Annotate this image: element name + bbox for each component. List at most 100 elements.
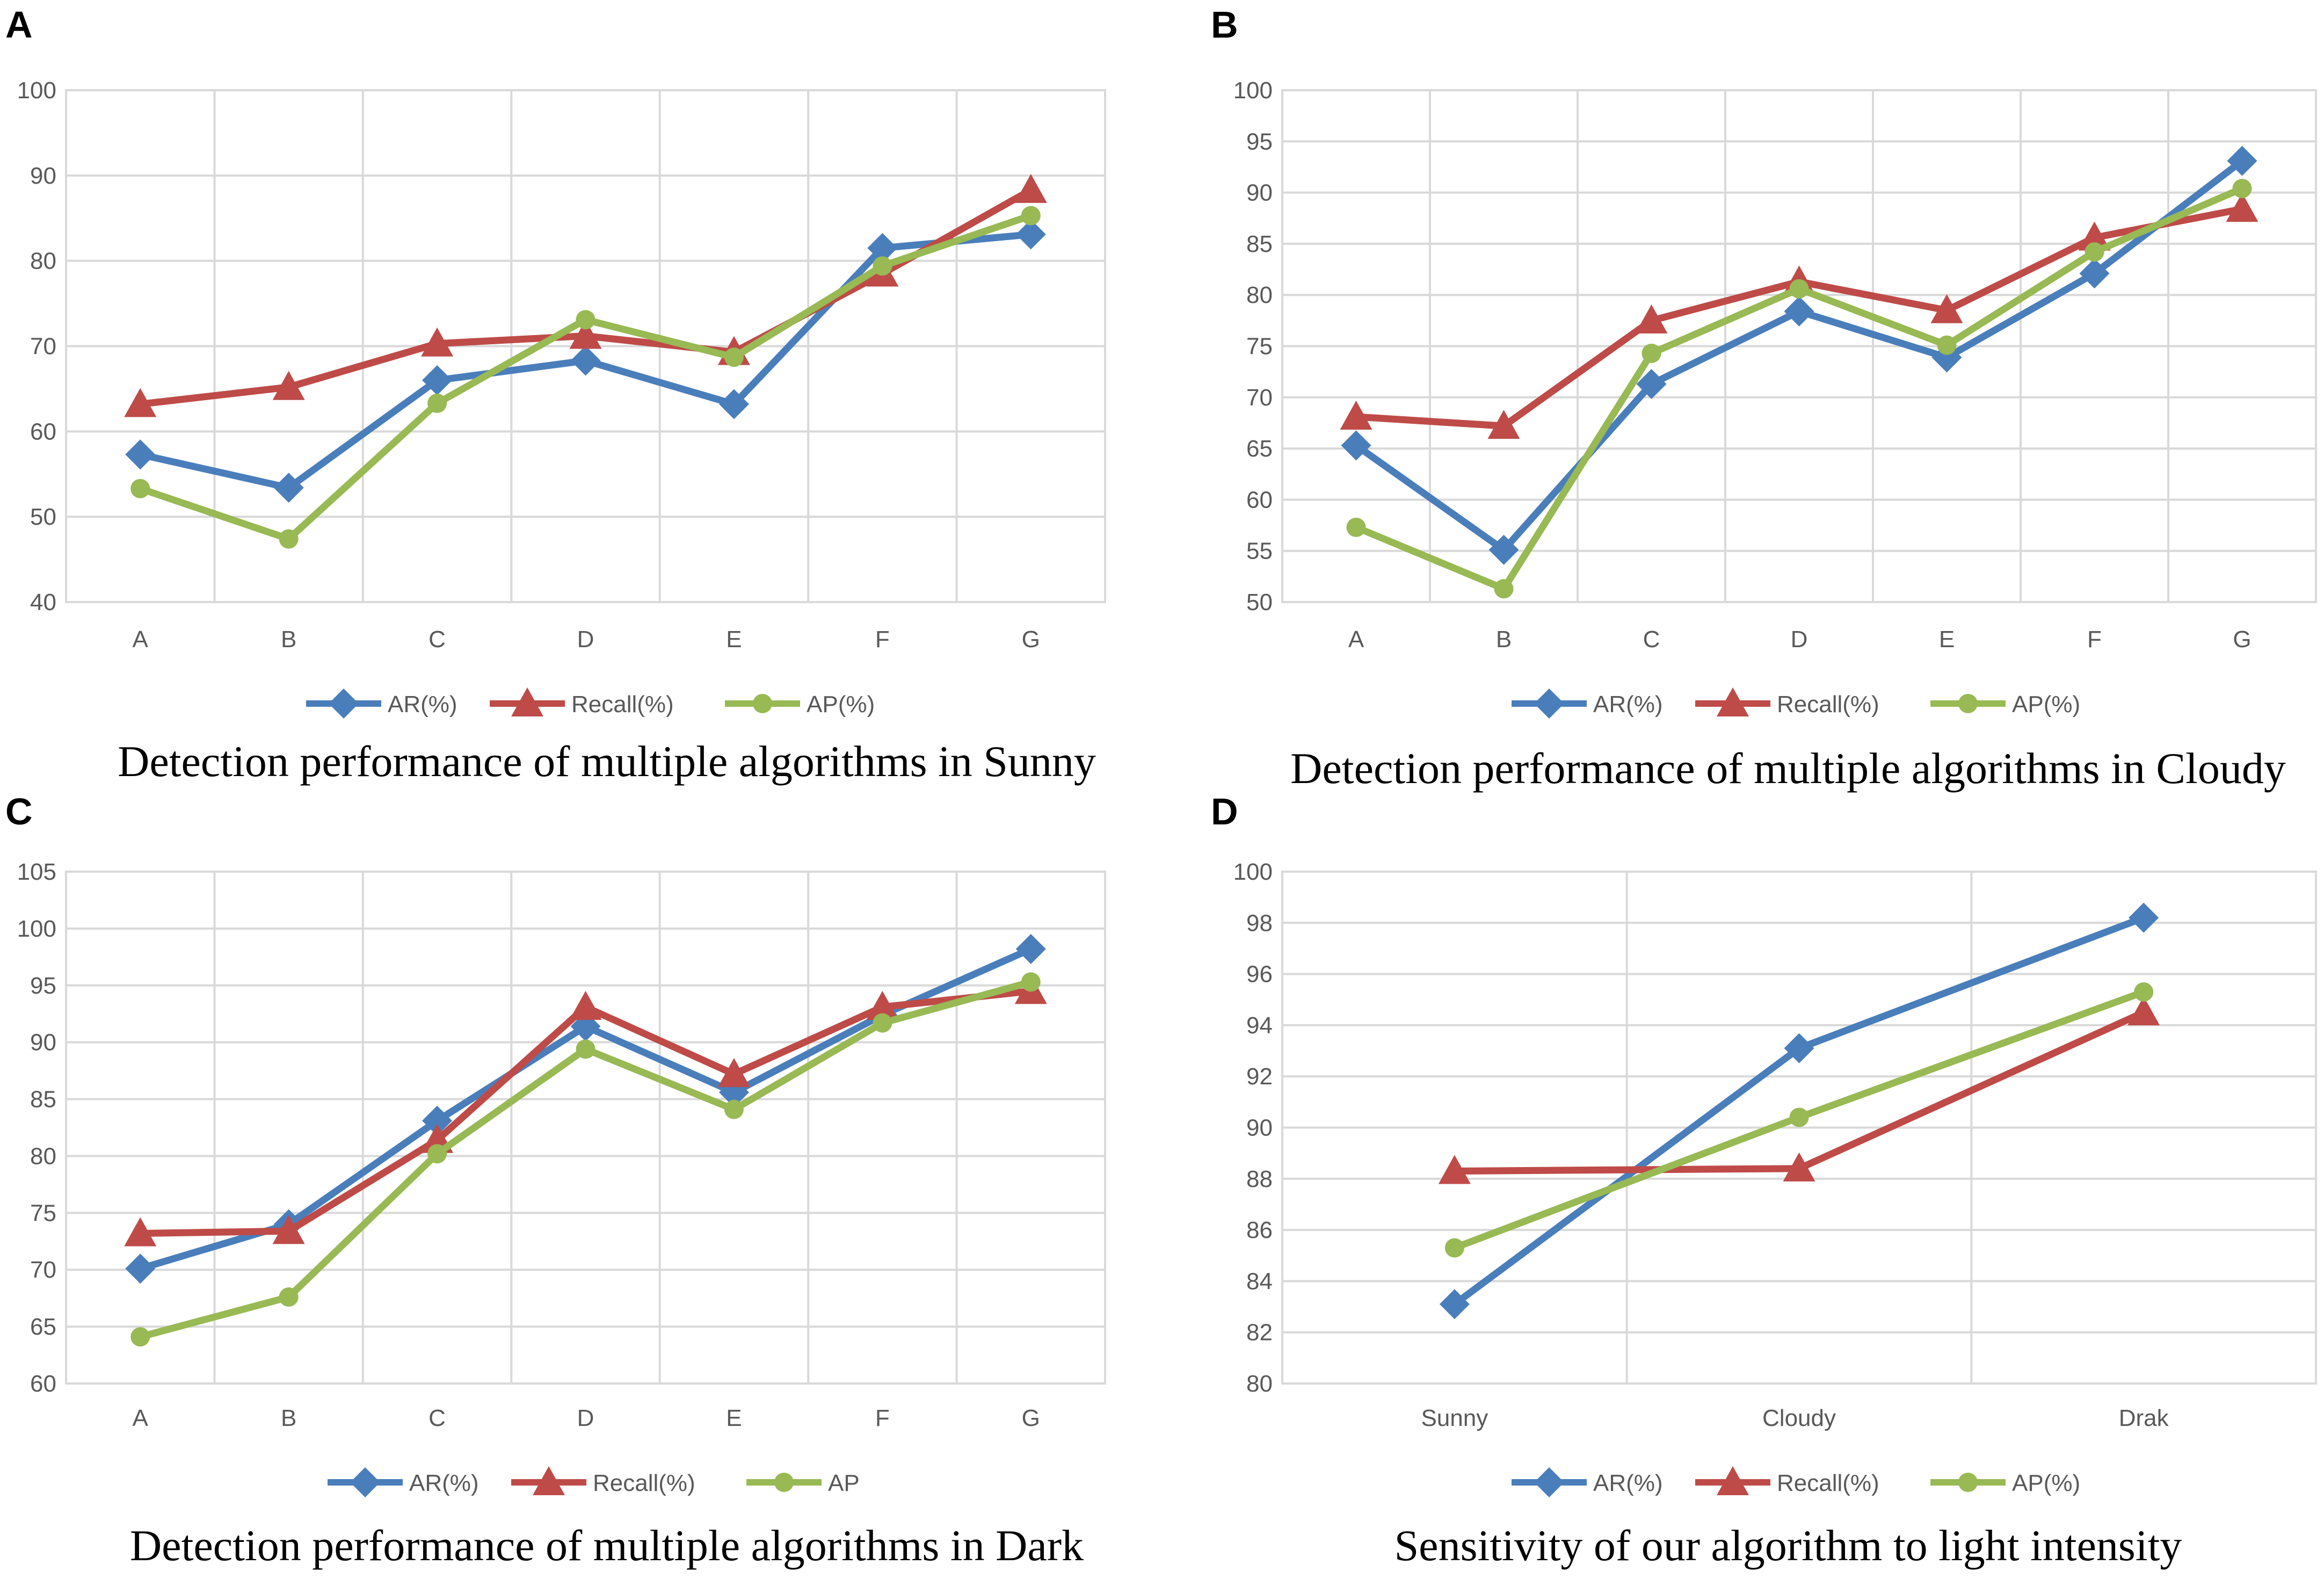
legend-label: AR(%) bbox=[1593, 1470, 1663, 1496]
x-tick-label: D bbox=[577, 626, 594, 653]
x-tick-label: Cloudy bbox=[1762, 1405, 1836, 1431]
x-tick-label: A bbox=[133, 1405, 149, 1431]
legend-label: AP(%) bbox=[2012, 691, 2080, 718]
data-point-ar bbox=[273, 473, 304, 503]
data-point-recall bbox=[1930, 294, 1963, 323]
x-tick-label: B bbox=[1496, 626, 1512, 653]
chart-caption: Sensitivity of our algorithm to light in… bbox=[1395, 1521, 2182, 1570]
data-point-ap bbox=[724, 1099, 744, 1119]
legend-marker-ap bbox=[1958, 1473, 1978, 1492]
data-point-recall bbox=[717, 1058, 750, 1087]
y-tick-label: 100 bbox=[1233, 77, 1273, 104]
data-point-ap bbox=[1642, 343, 1661, 363]
data-point-ap bbox=[427, 1144, 447, 1164]
x-tick-label: Drak bbox=[2119, 1405, 2169, 1431]
data-point-ar bbox=[2227, 146, 2257, 176]
x-tick-label: F bbox=[875, 626, 890, 653]
legend-marker-ap bbox=[1958, 694, 1978, 713]
data-point-ap bbox=[1444, 1238, 1464, 1258]
y-tick-label: 60 bbox=[1246, 487, 1273, 513]
x-tick-label: C bbox=[429, 1405, 446, 1431]
data-point-ap bbox=[427, 393, 447, 413]
data-point-ar bbox=[1636, 369, 1667, 400]
data-point-ap bbox=[1021, 972, 1041, 992]
panel-letter: D bbox=[1211, 791, 1238, 832]
data-point-ap bbox=[873, 1013, 892, 1033]
data-point-ap bbox=[2134, 982, 2154, 1002]
data-point-recall bbox=[272, 371, 305, 400]
y-tick-label: 80 bbox=[1246, 1371, 1273, 1397]
y-tick-label: 40 bbox=[30, 589, 56, 615]
data-point-ar bbox=[125, 1254, 156, 1284]
y-tick-label: 65 bbox=[30, 1314, 56, 1340]
x-tick-label: D bbox=[1791, 626, 1808, 653]
data-point-ar bbox=[2129, 902, 2159, 933]
y-tick-label: 70 bbox=[30, 1257, 56, 1283]
legend-marker-recall bbox=[1717, 687, 1749, 716]
data-point-recall bbox=[272, 1215, 305, 1244]
data-point-recall bbox=[124, 1217, 157, 1247]
legend-marker-ap bbox=[774, 1473, 794, 1492]
data-point-recall bbox=[1783, 1152, 1815, 1182]
legend-label: AR(%) bbox=[409, 1470, 479, 1496]
chart-caption: Detection performance of multiple algori… bbox=[130, 1521, 1084, 1570]
chart-panel-D: D 80 82 84 86 88 90 92 94 96 98 100 Sunny Cloudy Drak A… bbox=[1211, 791, 2317, 1570]
x-tick-label: A bbox=[133, 626, 149, 653]
data-point-ap bbox=[1494, 579, 1514, 599]
y-tick-label: 82 bbox=[1246, 1320, 1273, 1346]
y-tick-label: 85 bbox=[1246, 231, 1273, 257]
data-point-ar bbox=[125, 439, 156, 470]
data-point-recall bbox=[569, 991, 602, 1020]
data-point-recall bbox=[1014, 173, 1047, 203]
legend: AR(%) Recall(%) AP(%) bbox=[1512, 1466, 2080, 1497]
y-tick-label: 94 bbox=[1246, 1012, 1273, 1039]
data-point-ar bbox=[2079, 258, 2110, 289]
data-point-ar bbox=[718, 389, 749, 419]
data-point-ap bbox=[1789, 279, 1809, 299]
series-line-ap bbox=[139, 212, 1032, 542]
data-point-ap bbox=[1937, 335, 1957, 355]
data-point-ar bbox=[1488, 534, 1519, 565]
chart-panel-C: C 60 65 70 75 80 85 90 95 100 105 A B C D E F G AR(%) Recal… bbox=[5, 791, 1106, 1570]
x-tick-label: F bbox=[875, 1405, 890, 1431]
y-tick-label: 95 bbox=[30, 973, 56, 999]
data-point-ap bbox=[873, 256, 892, 276]
panel-letter: A bbox=[5, 4, 33, 46]
data-point-recall bbox=[2078, 221, 2111, 251]
data-point-recall bbox=[1438, 1155, 1471, 1184]
y-tick-label: 96 bbox=[1246, 961, 1273, 988]
data-point-ap bbox=[576, 1039, 595, 1059]
legend: AR(%) Recall(%) AP(%) bbox=[1512, 687, 2080, 719]
chart-caption: Detection performance of multiple algori… bbox=[118, 737, 1096, 786]
x-tick-label: E bbox=[1939, 626, 1955, 653]
y-tick-label: 50 bbox=[1246, 589, 1273, 615]
y-tick-label: 90 bbox=[30, 1030, 56, 1056]
x-tick-label: G bbox=[1022, 626, 1040, 653]
plot-area-border bbox=[65, 871, 1106, 1385]
data-point-ar bbox=[1439, 1289, 1470, 1320]
data-point-recall bbox=[866, 991, 899, 1020]
data-point-recall bbox=[1635, 304, 1668, 334]
data-point-ap bbox=[576, 310, 595, 330]
legend-marker-ar bbox=[1534, 1467, 1564, 1497]
y-tick-label: 88 bbox=[1246, 1166, 1273, 1192]
data-point-ar bbox=[570, 345, 601, 376]
data-point-ar bbox=[1015, 934, 1046, 965]
x-tick-label: D bbox=[577, 1405, 594, 1431]
data-point-ap bbox=[1021, 206, 1041, 226]
y-tick-label: 92 bbox=[1246, 1063, 1273, 1090]
legend: AR(%) Recall(%) AP bbox=[328, 1466, 860, 1497]
legend: AR(%) Recall(%) AP(%) bbox=[306, 687, 875, 719]
data-point-ap bbox=[724, 347, 744, 367]
x-tick-label: Sunny bbox=[1421, 1405, 1488, 1431]
legend-label: Recall(%) bbox=[1777, 691, 1879, 718]
y-tick-label: 80 bbox=[30, 248, 56, 274]
y-tick-label: 50 bbox=[30, 504, 56, 530]
y-tick-label: 86 bbox=[1246, 1217, 1273, 1243]
data-point-ap bbox=[279, 1287, 299, 1307]
y-tick-label: 95 bbox=[1246, 128, 1273, 155]
y-tick-label: 55 bbox=[1246, 538, 1273, 564]
data-point-recall bbox=[1487, 410, 1520, 439]
y-tick-label: 90 bbox=[30, 163, 56, 189]
